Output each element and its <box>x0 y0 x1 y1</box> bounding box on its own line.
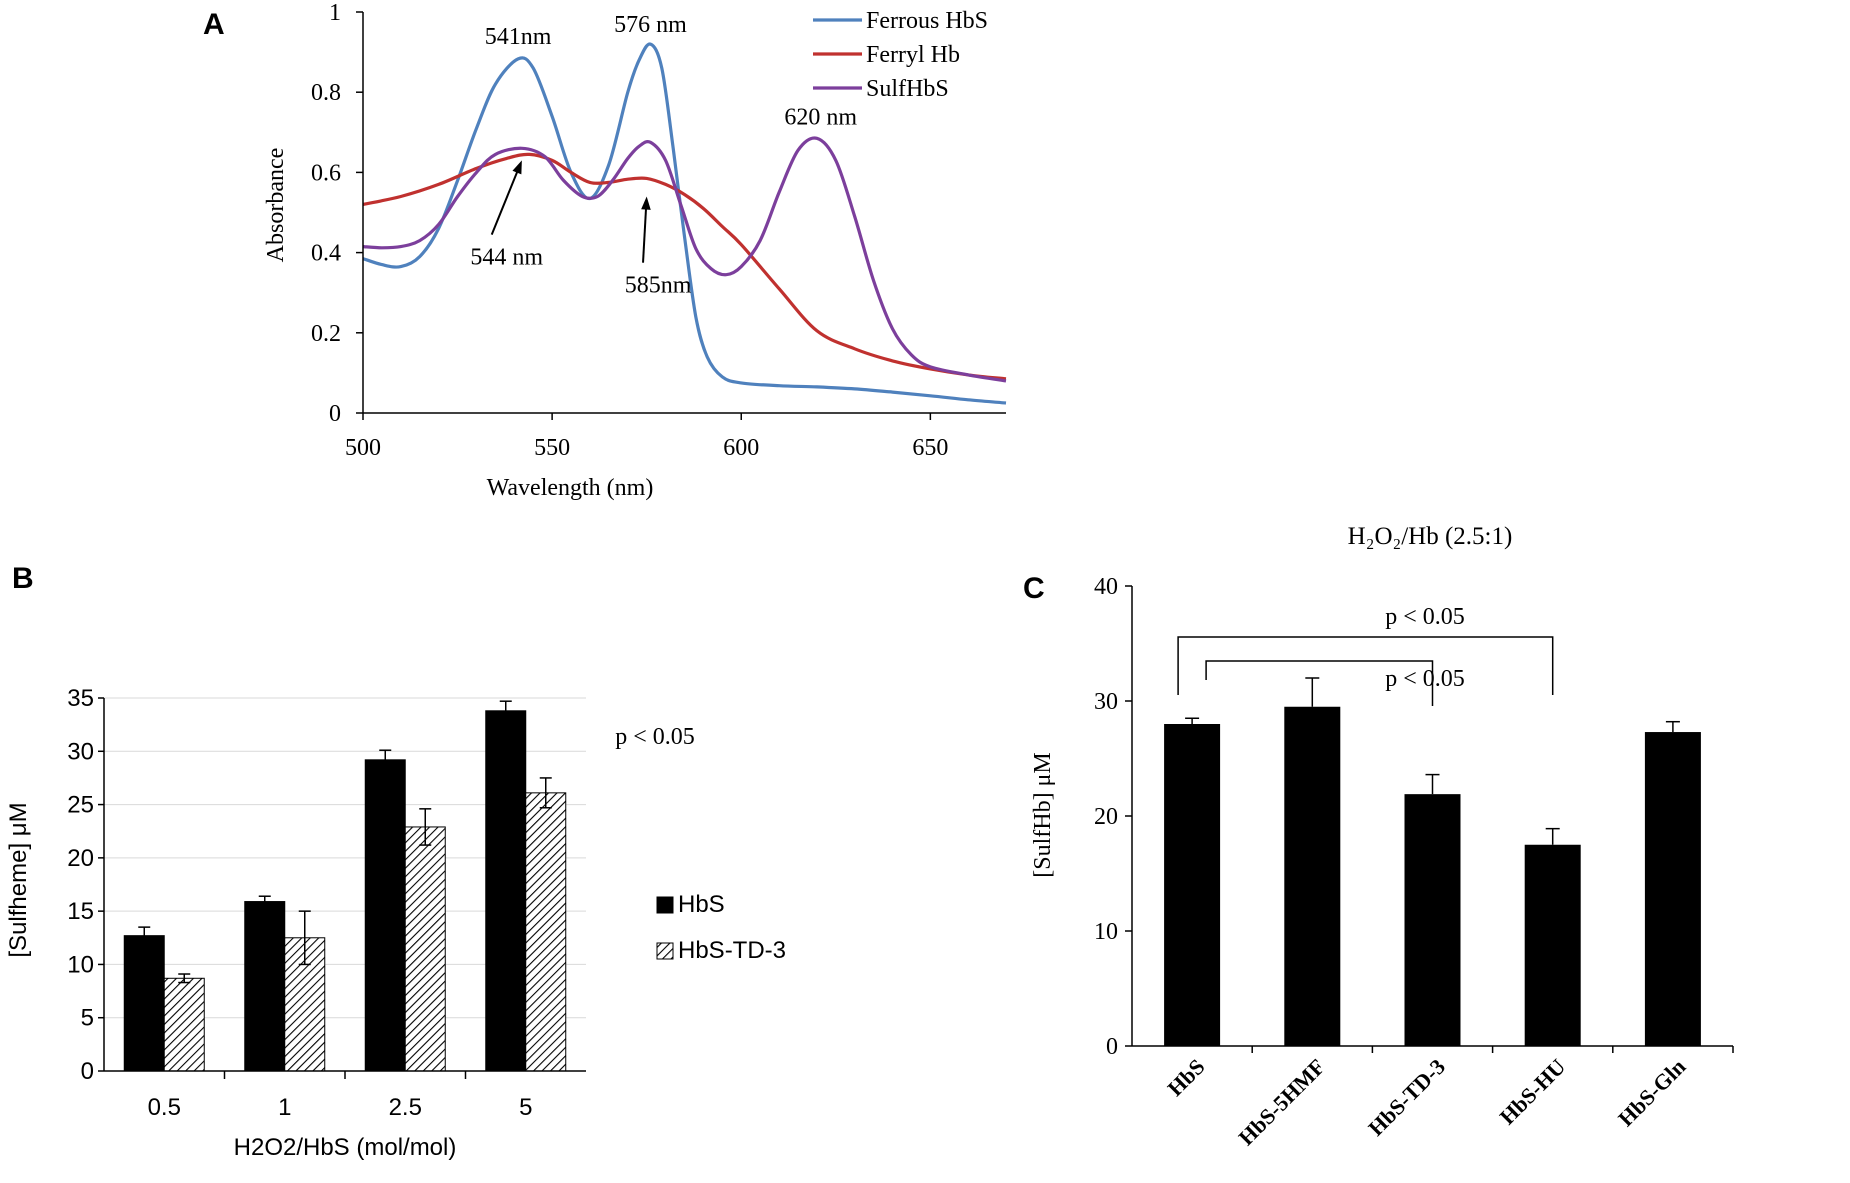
chart-b-x-tick-label: 2.5 <box>389 1094 422 1121</box>
chart-b-bar-hbs <box>244 901 286 1072</box>
chart-c-p-value: p < 0.05 <box>1385 666 1465 692</box>
chart-c-y-label: [SulfHb] μM <box>1030 752 1056 878</box>
chart-c-bar <box>1644 732 1701 1046</box>
chart-c: 0 10 20 30 40 HbS HbS-5HMF HbS-TD-3 HbS-HU HbS-G… <box>1030 523 1734 1150</box>
chart-b-bar-hbs-td-3 <box>163 977 205 1072</box>
chart-b-y-tick-label: 10 <box>67 951 94 978</box>
chart-b-y-tick-label: 15 <box>67 898 94 925</box>
chart-b-y-tick-label: 0 <box>81 1058 94 1085</box>
chart-c-significance-bracket <box>1205 660 1434 706</box>
chart-a-series-line-0 <box>362 42 1007 405</box>
chart-c-significance-bracket <box>1177 636 1554 695</box>
chart-c-y-tick-label: 20 <box>1094 804 1118 830</box>
chart-c-x-tick-label: HbS-5HMF <box>1234 1054 1330 1150</box>
chart-a-legend-label-2: SulfHbS <box>866 76 949 102</box>
chart-b-y-tick-label: 35 <box>67 685 94 712</box>
chart-a-y-tick-label: 0.4 <box>311 241 341 267</box>
chart-a-x-label: Wavelength (nm) <box>487 475 654 501</box>
chart-c-x-tick-label: HbS-TD-3 <box>1363 1054 1450 1141</box>
chart-b-x-tick-label: 1 <box>278 1094 291 1121</box>
chart-a-annotation-arrow <box>642 204 648 263</box>
chart-a-annotation-arrow <box>490 167 520 236</box>
chart-c-bar <box>1164 724 1221 1046</box>
chart-c-p-value: p < 0.05 <box>1385 604 1465 630</box>
chart-a-series-line-2 <box>362 136 1007 383</box>
chart-b: 0 5 10 15 20 25 30 35 0.5 1 2.5 5 p < 0.05 HbS HbS-… <box>5 685 786 1161</box>
chart-b-bar-hbs-td-3 <box>404 826 446 1072</box>
chart-a-annotation-label: 620 nm <box>784 104 857 130</box>
panel-letter-a: A <box>203 8 225 41</box>
panel-letter-b: B <box>12 562 34 595</box>
chart-c-bar <box>1404 794 1461 1046</box>
chart-c-y-tick-label: 0 <box>1106 1034 1118 1060</box>
chart-b-x-tick-label: 5 <box>519 1094 532 1121</box>
chart-c-title: H₂O₂/Hb (2.5:1) <box>1348 523 1513 550</box>
chart-c-x-tick-label: HbS <box>1163 1054 1210 1101</box>
chart-b-legend-label-1: HbS-TD-3 <box>678 937 786 964</box>
chart-c-y-tick-label: 10 <box>1094 919 1118 945</box>
chart-a-y-tick-label: 0.8 <box>311 80 341 106</box>
chart-b-y-label: [Sulfheme] μM <box>5 802 32 957</box>
chart-b-x-label: H2O2/HbS (mol/mol) <box>234 1134 457 1161</box>
chart-a-y-tick-label: 0.2 <box>311 321 341 347</box>
chart-a-legend-label-0: Ferrous HbS <box>866 8 988 34</box>
chart-b-y-tick-label: 25 <box>67 792 94 819</box>
chart-b-bar-hbs <box>485 710 527 1072</box>
chart-c-bar <box>1524 844 1581 1046</box>
chart-a-series-line-1 <box>362 152 1007 381</box>
chart-b-bar-hbs-td-3 <box>525 792 567 1072</box>
chart-c-x-tick-label: HbS-HU <box>1495 1054 1571 1130</box>
chart-a-y-tick-label: 1 <box>329 0 341 26</box>
chart-c-bar <box>1284 706 1341 1046</box>
chart-b-p-value: p < 0.05 <box>615 724 695 750</box>
chart-a-annotation-arrowhead <box>512 160 522 175</box>
chart-a-annotation-label: 541nm <box>485 24 552 50</box>
chart-b-y-tick-label: 20 <box>67 845 94 872</box>
chart-a-x-tick-label: 650 <box>912 435 948 461</box>
chart-a-annotation-label: 576 nm <box>614 12 687 38</box>
chart-b-x-tick-label: 0.5 <box>148 1094 181 1121</box>
chart-b-legend-swatch-0 <box>656 896 674 914</box>
chart-b-legend-label-0: HbS <box>678 891 725 918</box>
chart-b-legend-swatch-1 <box>656 942 674 960</box>
chart-b-bar-hbs <box>123 935 165 1072</box>
chart-a-annotation-arrowhead <box>641 196 651 210</box>
chart-a-annotation-label: 585nm <box>625 273 692 299</box>
chart-a-annotation-label: 544 nm <box>470 245 543 271</box>
chart-a-y-label: Absorbance <box>263 148 289 263</box>
panel-letter-c: C <box>1023 572 1045 605</box>
chart-a-y-tick-label: 0.6 <box>311 160 341 186</box>
chart-c-y-tick-label: 40 <box>1094 574 1118 600</box>
chart-b-bar-hbs <box>364 759 406 1072</box>
chart-a-x-tick-label: 550 <box>534 435 570 461</box>
chart-a: 0 0.2 0.4 0.6 0.8 1 500 550 600 650 541nm 576 nm 62… <box>263 0 1007 501</box>
chart-b-y-tick-label: 5 <box>81 1005 94 1032</box>
chart-a-y-tick-label: 0 <box>329 401 341 427</box>
chart-c-x-tick-label: HbS-Gln <box>1613 1054 1690 1131</box>
chart-a-legend-label-1: Ferryl Hb <box>866 42 960 68</box>
chart-a-x-tick-label: 500 <box>345 435 381 461</box>
chart-a-x-tick-label: 600 <box>723 435 759 461</box>
chart-b-y-tick-label: 30 <box>67 738 94 765</box>
chart-c-y-tick-label: 30 <box>1094 689 1118 715</box>
